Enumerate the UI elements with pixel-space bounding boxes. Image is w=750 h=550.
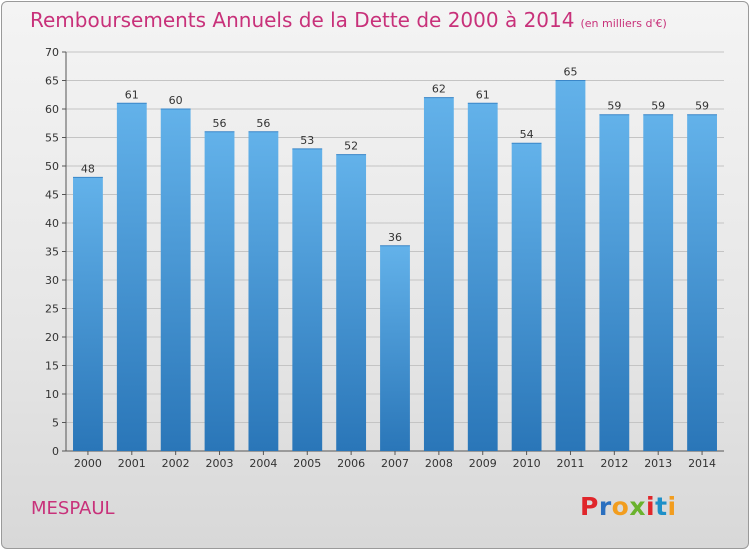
y-tick-label: 40	[45, 217, 59, 230]
y-tick-label: 55	[45, 132, 59, 145]
logo-letter: i	[667, 492, 677, 521]
x-tick-label-2010: 2010	[513, 457, 541, 470]
data-label-2009: 61	[476, 88, 490, 101]
logo-letter: t	[655, 492, 668, 521]
logo-letter: r	[598, 492, 612, 521]
y-tick-label: 5	[52, 417, 59, 430]
y-tick-label: 70	[45, 46, 59, 59]
y-tick-label: 25	[45, 303, 59, 316]
y-tick-label: 50	[45, 160, 59, 173]
bar-2004	[248, 131, 279, 452]
data-label-2007: 36	[388, 231, 402, 244]
x-tick-label-2005: 2005	[293, 457, 321, 470]
x-tick-label-2007: 2007	[381, 457, 409, 470]
chart-title-unit: (en milliers d'€)	[580, 17, 667, 30]
x-tick-label-2003: 2003	[206, 457, 234, 470]
bar-2001	[116, 103, 147, 452]
chart-title: Remboursements Annuels de la Dette de 20…	[30, 8, 667, 32]
logo-letter: i	[646, 492, 656, 521]
y-tick-label: 0	[52, 445, 59, 458]
logo-letter: o	[611, 492, 630, 521]
data-label-2012: 59	[607, 100, 621, 113]
bar-2008	[423, 97, 454, 451]
x-tick-label-2002: 2002	[162, 457, 190, 470]
place-name: MESPAUL	[31, 498, 115, 519]
y-tick-label: 35	[45, 246, 59, 259]
bar-2012	[599, 114, 630, 451]
bar-2014	[687, 114, 717, 451]
bars	[73, 80, 717, 452]
y-tick-label: 30	[45, 274, 59, 287]
chart-title-main: Remboursements Annuels de la Dette de 20…	[30, 8, 575, 32]
x-tick-label-2011: 2011	[556, 457, 584, 470]
data-label-2005: 53	[300, 134, 314, 147]
x-tick-label-2001: 2001	[118, 457, 146, 470]
bar-2011	[555, 80, 586, 451]
x-tick-label-2014: 2014	[688, 457, 716, 470]
bar-2007	[380, 245, 410, 451]
bar-2010	[511, 143, 542, 451]
x-tick-label-2000: 2000	[74, 457, 102, 470]
x-tick-label-2013: 2013	[644, 457, 672, 470]
logo-letter: P	[580, 492, 599, 521]
x-tick-label-2004: 2004	[249, 457, 277, 470]
bar-2003	[204, 131, 235, 452]
bar-2002	[160, 109, 191, 451]
data-label-2002: 60	[169, 94, 183, 107]
bar-2000	[73, 177, 103, 451]
y-tick-label: 10	[45, 388, 59, 401]
data-label-2013: 59	[651, 100, 665, 113]
data-label-2003: 56	[213, 117, 227, 130]
x-tick-label-2008: 2008	[425, 457, 453, 470]
bar-2006	[336, 154, 367, 451]
data-label-2014: 59	[695, 100, 709, 113]
data-label-2001: 61	[125, 88, 139, 101]
bar-2005	[292, 148, 323, 451]
data-label-2008: 62	[432, 83, 446, 96]
data-label-2000: 48	[81, 162, 95, 175]
y-tick-label: 20	[45, 331, 59, 344]
y-tick-label: 65	[45, 75, 59, 88]
y-tick-label: 45	[45, 189, 59, 202]
y-tick-label: 15	[45, 360, 59, 373]
x-tick-label-2012: 2012	[600, 457, 628, 470]
data-label-2011: 65	[563, 66, 577, 79]
data-label-2006: 52	[344, 140, 358, 153]
proxiti-logo: Proxiti	[580, 492, 677, 521]
bar-2013	[643, 114, 674, 451]
data-label-2010: 54	[520, 128, 534, 141]
x-tick-label-2009: 2009	[469, 457, 497, 470]
logo-letter: x	[629, 492, 646, 521]
y-tick-label: 60	[45, 103, 59, 116]
data-labels: 48 61 60 56 56 53 52 36 62 61 54 65 59 59 59	[81, 66, 709, 244]
x-tick-label-2006: 2006	[337, 457, 365, 470]
bar-2009	[467, 103, 498, 452]
data-label-2004: 56	[256, 117, 270, 130]
axes: 0 5 10 15 20 25 30 35 40 45 50 55 60 65 70 2000 2001 2002…	[45, 46, 724, 470]
